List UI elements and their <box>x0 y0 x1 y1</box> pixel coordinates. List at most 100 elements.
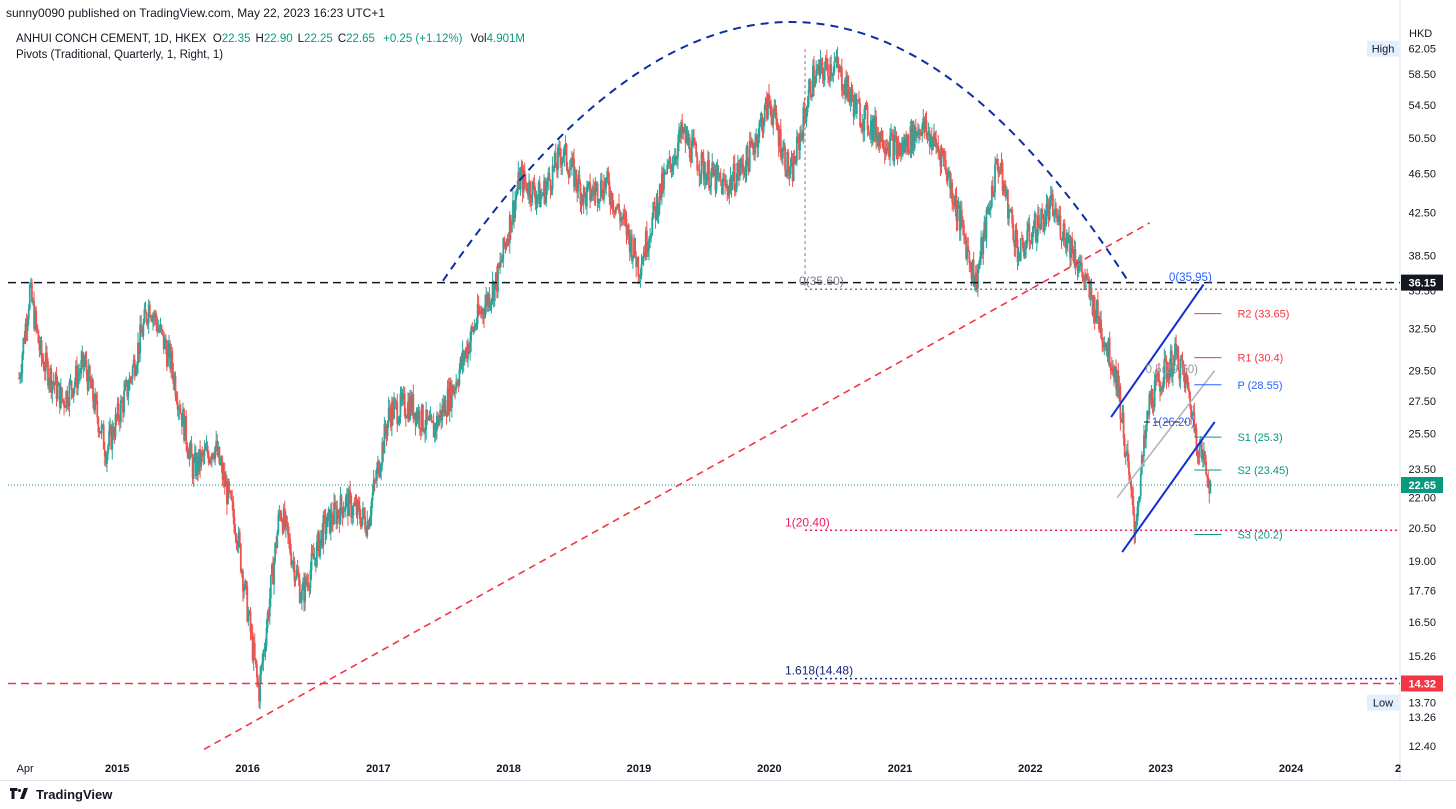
candle-body <box>503 237 506 247</box>
candle-body <box>298 579 301 603</box>
candle-body <box>756 135 759 148</box>
candle-body <box>685 132 688 143</box>
candle-body <box>663 173 665 190</box>
candle-body <box>599 180 602 199</box>
candle-body <box>611 193 614 210</box>
candle-body <box>236 543 239 548</box>
candle-body <box>1197 454 1200 458</box>
candle-body <box>898 143 901 156</box>
candle-body <box>1078 264 1081 267</box>
candle-body <box>132 359 135 367</box>
symbol-title[interactable]: ANHUI CONCH CEMENT, 1D, HKEX <box>16 33 207 45</box>
price-tick-label: 22.00 <box>1408 493 1436 505</box>
candle-body <box>1189 392 1191 406</box>
candle-body <box>525 183 528 192</box>
candle-body <box>497 264 499 292</box>
price-chart[interactable]: 0(35.60) 1(20.40) 1.618(14.48) 0(35.95) 0.5(… <box>0 0 1456 780</box>
candle-body <box>1038 215 1040 228</box>
candle-body <box>358 505 361 519</box>
price-tick-label: 54.50 <box>1408 100 1436 112</box>
candle-body <box>737 163 739 174</box>
candle-body <box>866 106 869 130</box>
candle-body <box>271 564 273 576</box>
candle-body <box>419 427 422 431</box>
candle-body <box>701 152 704 159</box>
candle-body <box>46 352 48 362</box>
candle-body <box>852 100 855 117</box>
price-axis[interactable]: 58.5054.5050.5046.5042.5038.5035.5032.50… <box>1367 40 1443 753</box>
candle-body <box>1163 359 1166 385</box>
indicator-title[interactable]: Pivots (Traditional, Quarterly, 1, Right… <box>16 49 224 61</box>
candle-body <box>433 424 436 438</box>
candle-body <box>622 213 625 220</box>
candle-body <box>879 132 882 142</box>
candle-body <box>1034 214 1037 242</box>
candle-body <box>82 352 85 367</box>
candle-body <box>1106 345 1109 357</box>
candle-body <box>294 578 297 582</box>
price-change: +0.25 (+1.12%) <box>383 33 463 45</box>
candle-body <box>398 416 401 424</box>
candle-body <box>581 195 584 205</box>
candle-body <box>960 209 963 223</box>
candle-body <box>390 402 393 427</box>
candle-body <box>38 342 41 351</box>
candle-body <box>176 401 179 410</box>
pivot-label: R1 (30.4) <box>1237 353 1283 365</box>
candle-body <box>211 453 213 461</box>
candle-body <box>504 243 507 247</box>
time-axis[interactable]: Apr 2015 2016 2017 2018 2019 2020 2021 2022 2023 2… <box>17 763 1401 775</box>
candle-body <box>986 209 989 214</box>
tradingview-logo[interactable]: TradingView <box>8 787 112 802</box>
candle-body <box>805 112 808 122</box>
candle-body <box>375 468 378 481</box>
candle-body <box>338 514 341 525</box>
candle-body <box>1020 238 1023 240</box>
candle-body <box>182 409 184 427</box>
candle-body <box>319 539 322 556</box>
candle-body <box>944 160 947 172</box>
candle-body <box>54 374 57 386</box>
candle-body <box>1035 235 1038 242</box>
candle-body <box>480 309 483 314</box>
candle-body <box>833 61 836 73</box>
price-tick-label: 46.50 <box>1408 169 1436 181</box>
candle-body <box>380 464 383 472</box>
candle-body <box>1183 371 1186 388</box>
candle-body <box>702 158 705 180</box>
candle-body <box>874 116 876 135</box>
candle-body <box>583 187 586 193</box>
candle-body <box>678 130 680 143</box>
candle-body <box>196 455 198 476</box>
candle-body <box>1200 441 1203 459</box>
candle-body <box>911 121 914 151</box>
candle-body <box>1026 230 1029 245</box>
volume-value: 4.901M <box>486 33 525 45</box>
candle-body <box>486 295 489 307</box>
candle-body <box>207 454 210 464</box>
candle-body <box>523 170 526 182</box>
candle-body <box>1039 227 1041 230</box>
ohlc-key-o: O <box>212 33 222 45</box>
ohlc-key-h: H <box>255 33 264 45</box>
candle-body <box>973 284 976 286</box>
candle-body <box>1018 253 1021 261</box>
candle-body <box>843 93 845 95</box>
candle-body <box>206 445 209 455</box>
candle-body <box>1117 370 1120 397</box>
candle-body <box>457 384 460 386</box>
ohlc-value-c: 22.65 <box>346 33 375 45</box>
candle-body <box>700 152 703 175</box>
candle-body <box>39 340 42 351</box>
candle-body <box>641 260 644 265</box>
candle-body <box>208 458 211 464</box>
candle-body <box>598 198 601 203</box>
candle-body <box>924 120 927 131</box>
candle-body <box>1040 209 1043 230</box>
candle-body <box>579 183 582 205</box>
candle-body <box>588 181 590 184</box>
candle-body <box>64 406 67 408</box>
candle-body <box>1108 338 1111 368</box>
price-tick-label: 38.50 <box>1408 250 1436 262</box>
candle-body <box>1013 240 1016 247</box>
